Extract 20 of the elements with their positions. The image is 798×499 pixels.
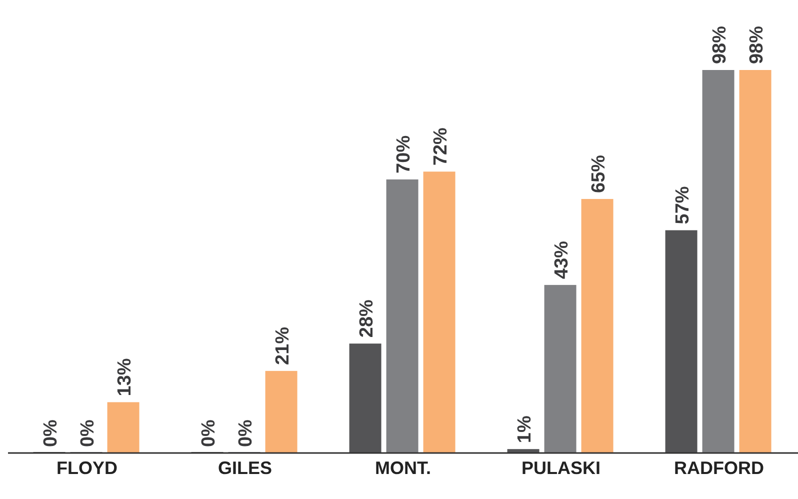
- x-tick-label: RADFORD: [674, 458, 764, 478]
- data-label: 0%: [77, 419, 98, 447]
- x-tick-label: FLOYD: [56, 458, 118, 478]
- data-label: 1%: [514, 416, 536, 444]
- x-tick-label: MONT.: [375, 458, 431, 478]
- data-label: 98%: [746, 26, 768, 64]
- data-label: 43%: [551, 240, 572, 279]
- x-tick-label: PULASKI: [521, 458, 601, 478]
- data-label: 0%: [40, 419, 62, 447]
- x-tick-label: GILES: [218, 458, 272, 478]
- data-label: 65%: [588, 154, 610, 193]
- data-label: 13%: [114, 358, 136, 396]
- data-label: 98%: [709, 26, 730, 64]
- data-label: 0%: [198, 419, 220, 447]
- data-label: 28%: [356, 299, 378, 338]
- data-label: 21%: [272, 326, 294, 365]
- data-label: 57%: [672, 186, 694, 224]
- data-label: 72%: [430, 127, 452, 166]
- data-label: 0%: [235, 419, 256, 447]
- data-label: 70%: [393, 135, 414, 174]
